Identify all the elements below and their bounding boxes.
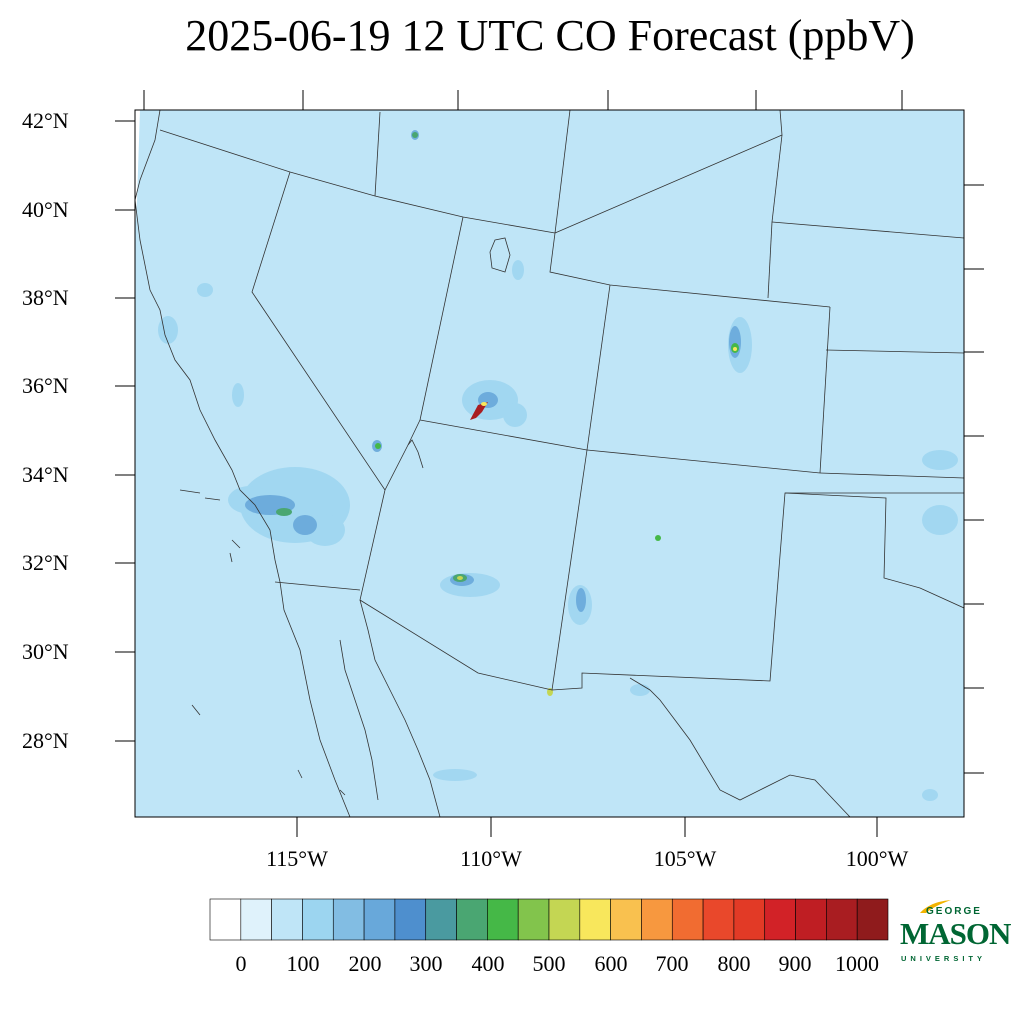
colorbar — [209, 898, 889, 941]
colorbar-swatch — [641, 898, 673, 941]
lat-label: 42°N — [22, 108, 69, 133]
colorbar-tick-label: 400 — [471, 951, 505, 976]
colorbar-swatch — [702, 898, 735, 941]
colorbar-swatch — [610, 898, 642, 941]
colorbar-swatch — [826, 898, 858, 941]
logo-swoosh-icon — [920, 900, 951, 913]
george-mason-logo: GEORGE MASON UNIVERSITY — [896, 900, 1011, 970]
colorbar-tick-label: 300 — [409, 951, 443, 976]
lat-label: 32°N — [22, 550, 69, 575]
lon-label: 105°W — [653, 846, 717, 871]
latitude-ticks — [115, 120, 135, 742]
colorbar-swatch — [671, 898, 704, 941]
map-background — [135, 110, 964, 817]
logo-university-text: UNIVERSITY — [901, 954, 987, 963]
colorbar-swatch — [332, 898, 365, 941]
colorbar-tick-label: 1000 — [835, 951, 879, 976]
colorbar-tick-label: 700 — [655, 951, 689, 976]
colorbar-swatch — [517, 898, 550, 941]
colorbar-swatch — [302, 898, 334, 941]
logo-george-text: GEORGE — [926, 906, 982, 917]
top-ticks — [143, 90, 903, 110]
colorbar-swatch — [733, 898, 766, 941]
colorbar-swatch — [856, 898, 889, 941]
political-boundaries — [135, 110, 964, 817]
logo-mason-text: MASON — [900, 916, 1011, 951]
colorbar-tick-label: 100 — [286, 951, 320, 976]
lat-label: 38°N — [22, 285, 69, 310]
lat-label: 34°N — [22, 462, 69, 487]
colorbar-tick-label: 800 — [717, 951, 751, 976]
colorbar-tick-label: 200 — [348, 951, 382, 976]
colorbar-swatch — [548, 898, 581, 941]
colorbar-swatch — [394, 898, 427, 941]
lat-label: 28°N — [22, 728, 69, 753]
colorbar-swatch — [456, 898, 488, 941]
colorbar-swatch — [425, 898, 457, 941]
right-ticks — [964, 184, 984, 774]
colorbar-tick-label: 900 — [778, 951, 812, 976]
co-hotspots — [276, 132, 739, 696]
colorbar-swatch — [209, 898, 242, 941]
lat-label: 30°N — [22, 639, 69, 664]
colorbar-swatch — [579, 898, 611, 941]
colorbar-swatch — [363, 898, 396, 941]
colorbar-swatch — [240, 898, 272, 941]
colorbar-swatch — [271, 898, 303, 941]
map-frame — [134, 109, 965, 818]
lat-label: 40°N — [22, 197, 69, 222]
lon-label: 100°W — [845, 846, 909, 871]
colorbar-swatch — [795, 898, 827, 941]
colorbar-tick-label: 500 — [532, 951, 566, 976]
colorbar-tick-label: 0 — [235, 951, 247, 976]
colorbar-swatch — [487, 898, 519, 941]
lon-label: 115°W — [266, 846, 328, 871]
colorbar-tick-label: 600 — [594, 951, 628, 976]
lat-label: 36°N — [22, 373, 69, 398]
bottom-ticks — [296, 817, 878, 837]
map-title: 2025-06-19 12 UTC CO Forecast (ppbV) — [185, 11, 915, 60]
colorbar-swatch — [764, 898, 796, 941]
lon-label: 110°W — [460, 846, 522, 871]
